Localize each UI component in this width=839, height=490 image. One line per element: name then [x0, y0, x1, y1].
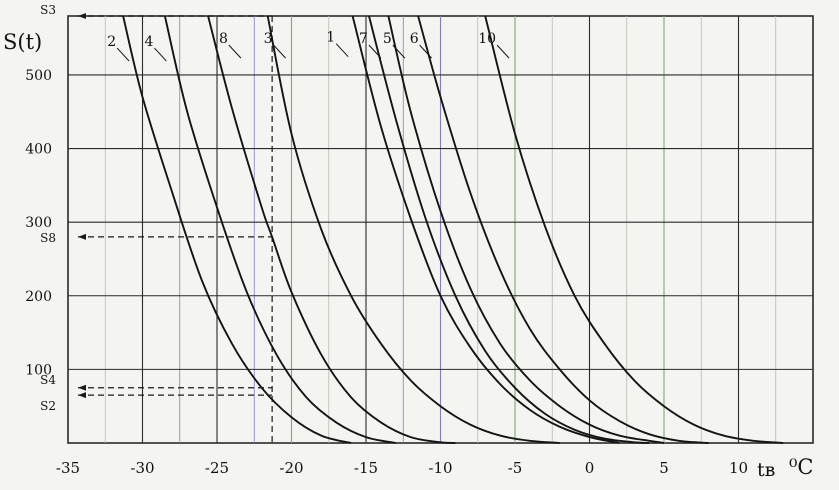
series-label-leader: [228, 44, 242, 59]
series-curve-1: [351, 15, 620, 444]
y-tick-label: 100: [25, 362, 52, 378]
x-tick-label: 0: [585, 459, 595, 477]
annotation-label: S3: [40, 3, 56, 17]
series-label-6: 6: [410, 31, 419, 47]
series-label-10: 10: [478, 31, 496, 47]
x-tick-label: -10: [428, 459, 452, 477]
series-label-leader: [154, 47, 167, 62]
series-curve-5: [387, 15, 665, 444]
series-curve-3: [266, 15, 560, 444]
series-label-7: 7: [359, 31, 368, 47]
series-label-leader: [419, 44, 432, 59]
tick-labels: -35 -30 -25 -20 -15 -10 -5 0 5 10 100 200 300 400 500: [25, 68, 748, 477]
series-label-leader: [392, 44, 406, 59]
x-tick-label: 5: [659, 459, 669, 477]
x-axis-unit: ⁰C: [789, 455, 814, 479]
reference-arrow: [78, 233, 86, 240]
series-label-5: 5: [383, 31, 392, 47]
annotation-label: S2: [40, 399, 56, 413]
series-label-2: 2: [107, 34, 116, 50]
curves: [122, 15, 784, 444]
curve-labels: 2 4 8 3 1 7 5 6 10: [107, 30, 510, 62]
series-curve-8: [207, 15, 456, 444]
series-label-3: 3: [264, 31, 273, 47]
y-tick-label: 500: [25, 68, 52, 84]
reference-lines: S3 S8 S4 S2: [40, 3, 273, 443]
series-curve-2: [122, 15, 352, 444]
annotation-label: S8: [40, 231, 56, 245]
x-tick-label: -5: [508, 459, 523, 477]
series-curve-7: [368, 15, 650, 444]
series-label-4: 4: [144, 34, 153, 50]
reference-arrow: [78, 392, 86, 399]
series-curve-6: [417, 15, 709, 444]
x-tick-label: -15: [354, 459, 378, 477]
series-curve-4: [163, 15, 396, 444]
reference-arrow: [78, 13, 86, 19]
series-label-leader: [368, 44, 382, 59]
x-tick-label: -20: [279, 459, 303, 477]
x-tick-label: -30: [130, 459, 154, 477]
annotation-label: S4: [40, 373, 56, 387]
series-label-leader: [116, 47, 130, 62]
series-label-8: 8: [219, 31, 228, 47]
x-axis-label: tв: [757, 459, 775, 481]
y-tick-label: 300: [25, 215, 52, 231]
series-label-leader: [496, 44, 510, 59]
series-curve-10: [484, 15, 784, 444]
series-label-leader: [335, 43, 349, 57]
x-tick-label: -25: [205, 459, 229, 477]
x-tick-label: 10: [729, 459, 748, 477]
reference-arrow: [78, 384, 86, 391]
series-label-leader: [273, 44, 286, 59]
x-tick-label: -35: [56, 459, 80, 477]
series-label-1: 1: [326, 30, 335, 46]
y-axis-label: S(t): [3, 30, 42, 54]
y-tick-label: 400: [25, 142, 52, 158]
y-tick-label: 200: [25, 289, 52, 305]
